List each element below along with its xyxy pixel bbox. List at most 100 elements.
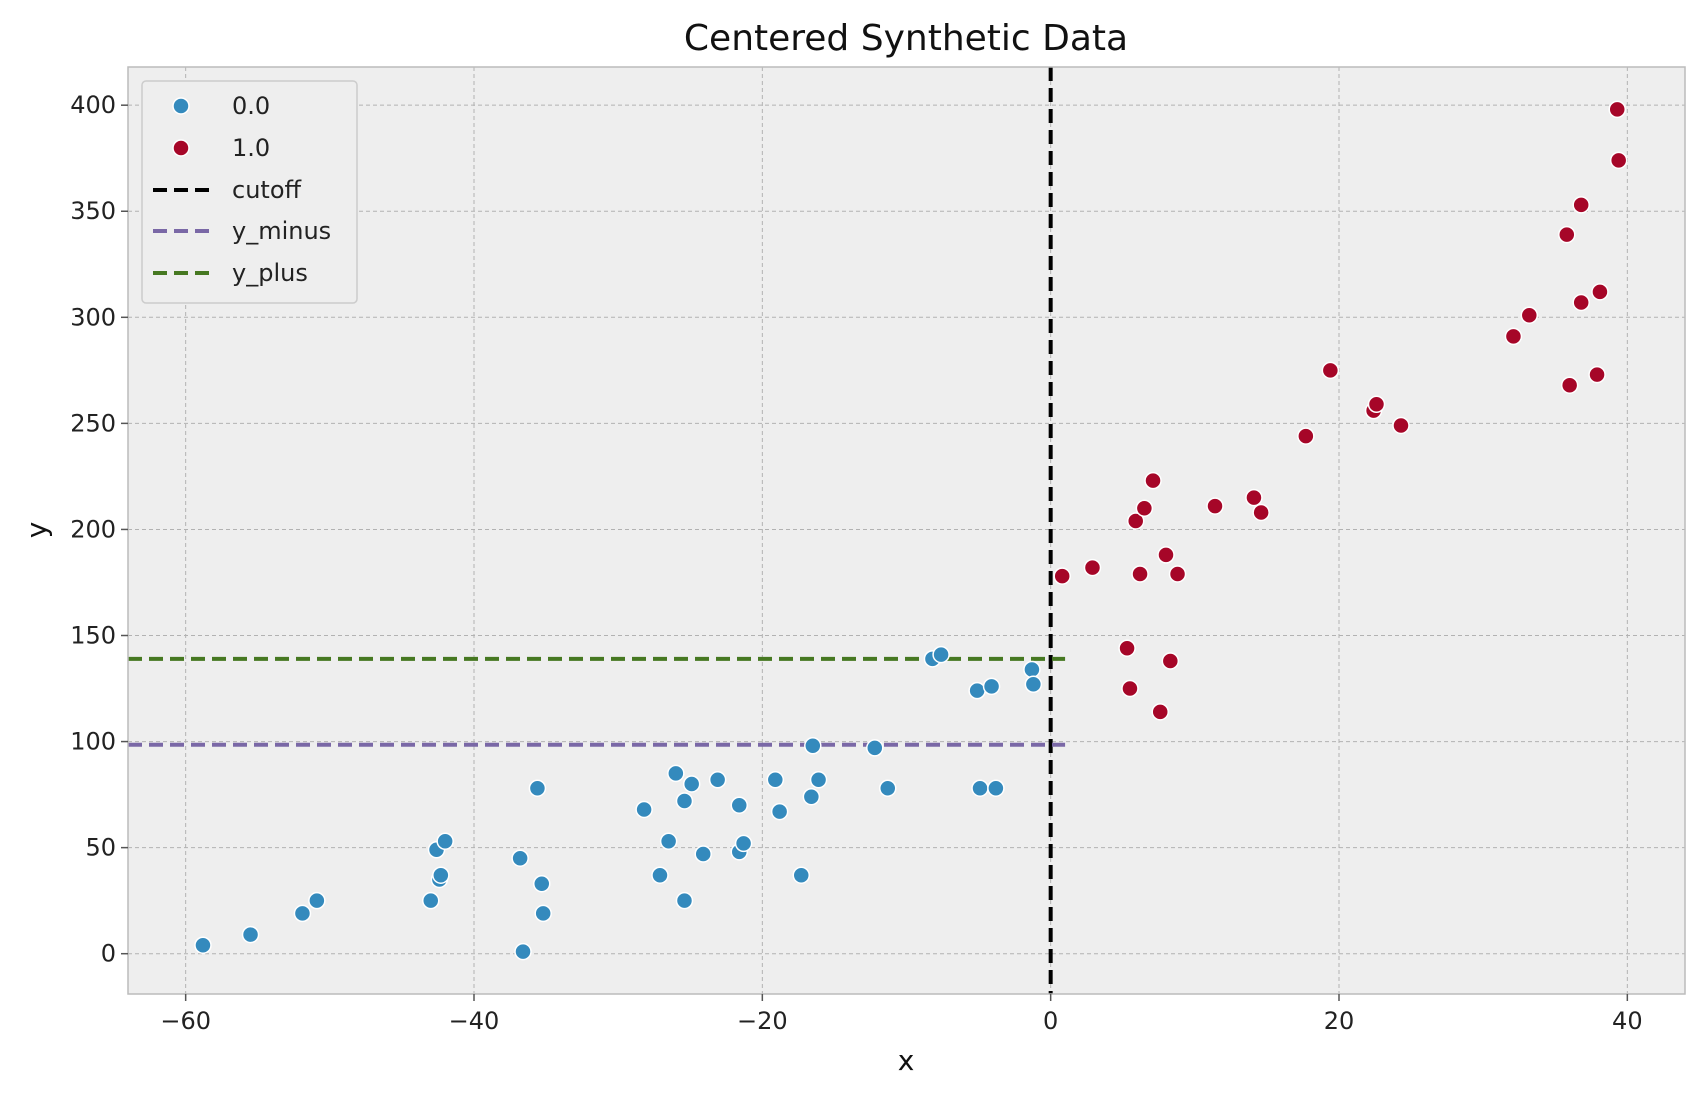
point-class-1 (1083, 558, 1102, 577)
point-class-1 (1608, 100, 1626, 119)
point-class-1 (1144, 471, 1162, 490)
point-class-0 (694, 845, 712, 863)
point-class-1 (1560, 376, 1579, 394)
legend-marker-class-0 (172, 97, 190, 115)
point-class-1 (1118, 639, 1136, 657)
point-class-1 (1321, 361, 1340, 380)
reference-lines (128, 67, 1066, 994)
point-class-0 (809, 771, 828, 789)
y-axis-label: y (20, 522, 53, 539)
point-class-0 (241, 925, 260, 944)
y-tick-label: 350 (70, 197, 116, 225)
x-tick-label: −60 (160, 1007, 211, 1035)
point-class-0 (675, 792, 694, 810)
point-class-0 (436, 832, 454, 851)
point-class-0 (651, 866, 669, 884)
point-class-1 (1126, 512, 1145, 530)
point-class-0 (432, 866, 450, 884)
point-class-1 (1572, 293, 1590, 312)
scatter-points (194, 100, 1628, 961)
legend-marker-class-1 (172, 139, 190, 157)
point-class-0 (982, 677, 1001, 696)
x-tick-label: 40 (1612, 1007, 1643, 1035)
point-class-0 (308, 891, 326, 910)
point-class-0 (804, 737, 822, 755)
y-tick-label: 250 (70, 409, 116, 437)
point-class-0 (1023, 660, 1041, 679)
point-class-0 (528, 779, 547, 797)
point-class-0 (734, 834, 753, 853)
point-class-1 (1252, 503, 1270, 522)
legend-label-class-1: 1.0 (232, 134, 270, 162)
plot-frame (127, 66, 1686, 995)
point-class-0 (730, 796, 749, 814)
y-tick-label: 100 (70, 728, 116, 756)
point-class-1 (1245, 488, 1263, 507)
y-tick-label: 0 (101, 940, 116, 968)
point-class-1 (1367, 395, 1386, 414)
legend-label-y-minus: y_minus (232, 217, 331, 245)
y-tick-label: 300 (70, 303, 116, 331)
point-class-0 (534, 904, 552, 923)
x-tick-label: 20 (1324, 1007, 1355, 1035)
legend-box (141, 80, 358, 304)
point-class-0 (932, 645, 950, 664)
legend-label-class-0: 0.0 (232, 92, 270, 120)
plot-area (128, 67, 1685, 994)
point-class-1 (1121, 679, 1139, 698)
point-class-1 (1591, 283, 1609, 301)
y-axis-ticks: 0 50 100 150 200 250 300 350 400 (70, 91, 128, 968)
legend-label-cutoff: cutoff (232, 176, 302, 204)
point-class-0 (792, 866, 811, 884)
point-class-1 (1053, 567, 1071, 585)
point-class-1 (1151, 703, 1169, 721)
point-class-0 (659, 832, 678, 851)
point-class-0 (194, 936, 212, 954)
x-tick-label: −40 (449, 1007, 500, 1035)
point-class-1 (1157, 546, 1175, 564)
point-class-1 (1558, 225, 1576, 244)
point-class-0 (770, 802, 789, 821)
legend: 0.0 1.0 cutoff y_minus y_plus (141, 80, 358, 304)
point-class-1 (1131, 565, 1149, 583)
point-class-0 (511, 849, 529, 867)
y-tick-label: 150 (70, 622, 116, 650)
point-class-1 (1609, 151, 1628, 170)
point-class-1 (1504, 327, 1523, 346)
point-class-0 (293, 904, 312, 923)
point-class-0 (533, 874, 551, 893)
y-tick-label: 200 (70, 515, 116, 543)
point-class-0 (667, 764, 685, 783)
point-class-0 (971, 779, 989, 797)
x-axis-ticks: −60 −40 −20 0 20 40 (160, 994, 1643, 1035)
point-class-1 (1161, 652, 1180, 670)
point-class-0 (968, 681, 986, 700)
point-class-1 (1520, 306, 1539, 324)
point-class-0 (514, 942, 532, 961)
point-class-1 (1297, 427, 1315, 445)
point-class-0 (866, 739, 884, 757)
point-class-0 (682, 775, 701, 793)
x-axis-label: x (898, 1044, 915, 1077)
point-class-1 (1572, 196, 1590, 214)
point-class-1 (1588, 365, 1606, 384)
point-class-1 (1206, 497, 1224, 515)
point-class-0 (1024, 675, 1043, 694)
point-class-0 (987, 779, 1005, 797)
point-class-0 (766, 771, 785, 789)
grid (128, 67, 1685, 994)
chart-title: Centered Synthetic Data (684, 18, 1128, 59)
point-class-0 (675, 891, 694, 910)
point-class-0 (422, 891, 440, 910)
point-class-0 (802, 787, 821, 806)
y-tick-label: 50 (85, 834, 116, 862)
legend-label-y-plus: y_plus (232, 259, 308, 287)
point-class-1 (1135, 499, 1154, 517)
point-class-1 (1392, 416, 1410, 435)
x-tick-label: 0 (1043, 1007, 1058, 1035)
point-class-0 (879, 779, 897, 797)
point-class-0 (635, 800, 653, 819)
x-tick-label: −20 (737, 1007, 788, 1035)
point-class-1 (1168, 565, 1187, 583)
